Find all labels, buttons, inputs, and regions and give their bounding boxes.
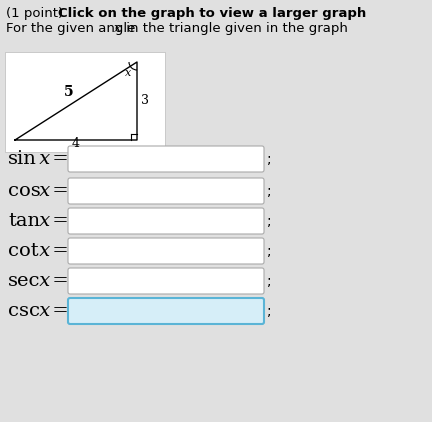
Text: =: = — [46, 242, 68, 260]
Text: ;: ; — [267, 184, 272, 198]
FancyBboxPatch shape — [68, 146, 264, 172]
FancyBboxPatch shape — [68, 178, 264, 204]
Text: ;: ; — [267, 274, 272, 288]
Text: x: x — [125, 68, 131, 78]
Text: =: = — [46, 182, 68, 200]
Text: tan: tan — [8, 212, 40, 230]
Text: ;: ; — [267, 152, 272, 166]
Text: 3: 3 — [141, 95, 149, 108]
Text: 4: 4 — [72, 137, 80, 150]
Text: =: = — [46, 212, 68, 230]
Text: =: = — [46, 272, 68, 290]
FancyBboxPatch shape — [68, 268, 264, 294]
Text: ;: ; — [267, 244, 272, 258]
FancyBboxPatch shape — [68, 298, 264, 324]
Text: Click on the graph to view a larger graph: Click on the graph to view a larger grap… — [58, 7, 366, 20]
Text: =: = — [46, 150, 68, 168]
Text: ;: ; — [267, 304, 272, 318]
Text: x: x — [32, 302, 50, 320]
Text: cos: cos — [8, 182, 41, 200]
Text: x: x — [32, 182, 50, 200]
Text: ;: ; — [267, 214, 272, 228]
Text: x: x — [32, 272, 50, 290]
Text: (1 point): (1 point) — [6, 7, 67, 20]
FancyBboxPatch shape — [68, 238, 264, 264]
Text: x: x — [32, 212, 50, 230]
Text: =: = — [46, 302, 68, 320]
Text: x: x — [32, 242, 50, 260]
Text: csc: csc — [8, 302, 40, 320]
Text: sin: sin — [8, 150, 37, 168]
Text: x: x — [32, 150, 50, 168]
Text: cot: cot — [8, 242, 38, 260]
Text: For the given angle: For the given angle — [6, 22, 140, 35]
Text: x: x — [114, 22, 121, 35]
Text: 5: 5 — [64, 85, 74, 99]
Text: sec: sec — [8, 272, 41, 290]
Bar — [5, 52, 165, 152]
FancyBboxPatch shape — [68, 208, 264, 234]
Text: in the triangle given in the graph: in the triangle given in the graph — [122, 22, 348, 35]
